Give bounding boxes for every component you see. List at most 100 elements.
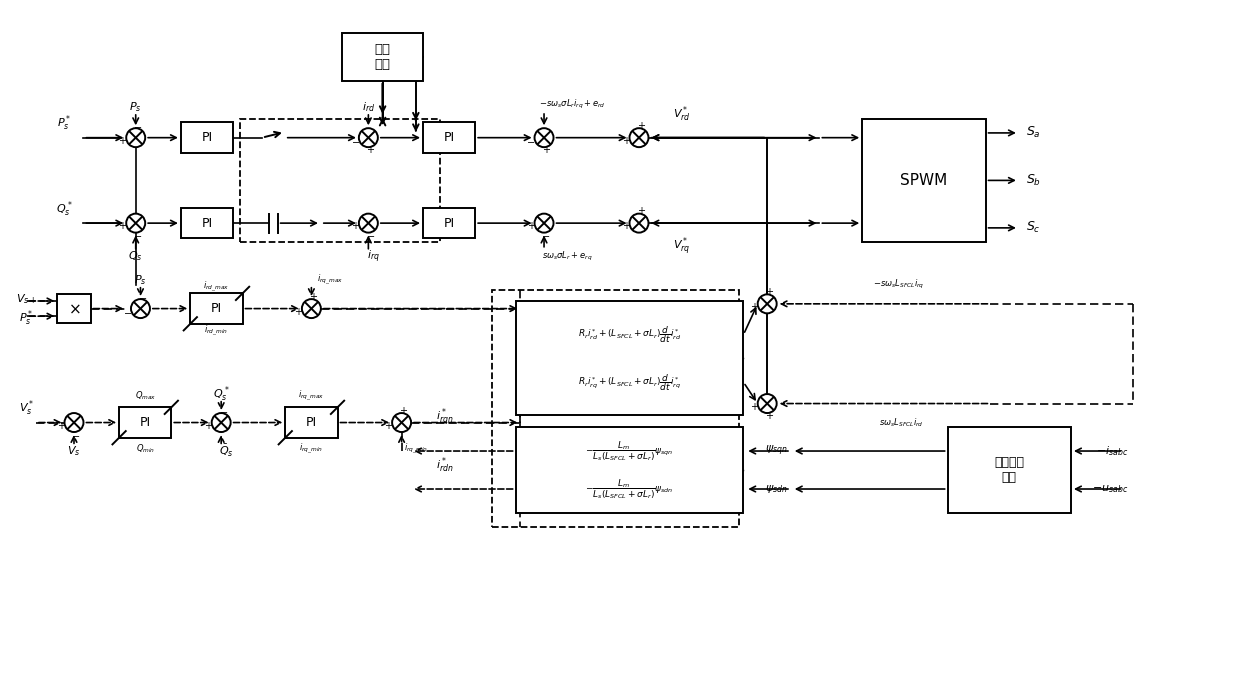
Text: $i_{rq\_min}$: $i_{rq\_min}$: [404, 442, 428, 456]
Bar: [119, 408, 171, 438]
Text: $S_b$: $S_b$: [1025, 173, 1040, 188]
Text: $P_s^*$: $P_s^*$: [57, 114, 72, 133]
Text: $-$: $-$: [138, 292, 146, 302]
Text: $-$: $-$: [218, 406, 228, 416]
Text: $Q_s^*$: $Q_s^*$: [56, 199, 73, 219]
Text: $Q_{min}$: $Q_{min}$: [135, 443, 155, 456]
Text: $-s\omega_sL_{SFCL}i_{rq}$: $-s\omega_sL_{SFCL}i_{rq}$: [873, 278, 924, 291]
Text: $-s\omega_s\sigma L_r i_{rq}+e_{rd}$: $-s\omega_s\sigma L_r i_{rq}+e_{rd}$: [539, 98, 606, 111]
Text: $S_c$: $S_c$: [1025, 220, 1040, 236]
Text: $V_{rq}^*$: $V_{rq}^*$: [673, 236, 691, 258]
Bar: [181, 208, 233, 238]
Bar: [57, 294, 91, 323]
Text: $P_s^*$: $P_s^*$: [19, 308, 33, 328]
Circle shape: [534, 214, 553, 233]
Text: +: +: [637, 121, 645, 131]
Bar: [862, 118, 986, 242]
Text: $P_s$: $P_s$: [129, 100, 143, 114]
Text: +: +: [750, 402, 758, 412]
Text: $-$: $-$: [123, 307, 131, 317]
Bar: [516, 301, 744, 416]
Circle shape: [758, 394, 776, 413]
Text: $-$: $-$: [542, 230, 551, 240]
Text: $\times$: $\times$: [68, 301, 81, 316]
Text: $i_{rd\_max}$: $i_{rd\_max}$: [203, 280, 229, 294]
Text: $V_{s+}$: $V_{s+}$: [16, 292, 37, 306]
Bar: [285, 408, 337, 438]
Text: $R_r i_{rd}^*+(L_{SFCL}+\sigma L_r)\dfrac{d}{dt}i_{rd}^*$: $R_r i_{rd}^*+(L_{SFCL}+\sigma L_r)\dfra…: [578, 324, 681, 345]
Text: $V_{rd}^*$: $V_{rd}^*$: [673, 104, 691, 124]
Text: $\bar{Q}_s$: $\bar{Q}_s$: [218, 443, 233, 459]
Circle shape: [358, 214, 378, 233]
Text: 自由磁链
观测: 自由磁链 观测: [994, 456, 1024, 484]
Circle shape: [630, 214, 649, 233]
Bar: [190, 293, 243, 324]
Bar: [342, 33, 423, 81]
Text: +: +: [366, 145, 374, 155]
Text: +: +: [119, 221, 126, 232]
Text: $-$: $-$: [133, 121, 143, 131]
Circle shape: [131, 299, 150, 318]
Text: PI: PI: [306, 416, 317, 429]
Text: +: +: [621, 221, 630, 232]
Circle shape: [212, 413, 231, 432]
Text: $S_a$: $S_a$: [1025, 125, 1040, 140]
Text: $Q_s$: $Q_s$: [129, 249, 143, 263]
Text: $i_{rqn}^*$: $i_{rqn}^*$: [435, 407, 453, 429]
Text: $-$: $-$: [72, 430, 81, 440]
Text: PI: PI: [444, 131, 455, 144]
Text: PI: PI: [140, 416, 151, 429]
Text: $-\dfrac{L_m}{L_s(L_{SFCL}+\sigma L_r)}\psi_{sdn}$: $-\dfrac{L_m}{L_s(L_{SFCL}+\sigma L_r)}\…: [585, 477, 673, 501]
Circle shape: [301, 299, 321, 318]
Circle shape: [534, 128, 553, 147]
Text: +: +: [765, 287, 773, 297]
Text: +: +: [384, 421, 392, 431]
Text: $-$: $-$: [366, 230, 374, 240]
Text: $\psi_{sdn}$: $\psi_{sdn}$: [765, 483, 789, 495]
Bar: [492, 290, 739, 527]
Text: +: +: [637, 206, 645, 216]
Text: $-$: $-$: [133, 230, 143, 240]
Text: $-$: $-$: [526, 136, 536, 146]
Bar: [181, 123, 233, 153]
Circle shape: [126, 128, 145, 147]
Circle shape: [358, 128, 378, 147]
Text: $s\omega_s\sigma L_r+e_{rq}$: $s\omega_s\sigma L_r+e_{rq}$: [542, 250, 593, 263]
Text: SPWM: SPWM: [900, 173, 947, 188]
Bar: [947, 427, 1071, 512]
Bar: [423, 123, 475, 153]
Text: $i_{rdn}^*$: $i_{rdn}^*$: [435, 456, 453, 475]
Text: +: +: [351, 221, 360, 232]
Text: $P_s$: $P_s$: [134, 274, 146, 287]
Text: $i_{rq}$: $i_{rq}$: [367, 248, 379, 265]
Text: +: +: [621, 136, 630, 146]
Text: 故障
检测: 故障 检测: [374, 43, 391, 71]
Text: +: +: [203, 421, 212, 431]
Text: $-u_{sabc}$: $-u_{sabc}$: [1091, 483, 1128, 495]
Bar: [516, 427, 744, 512]
Text: $i_{rq\_max}$: $i_{rq\_max}$: [317, 273, 343, 287]
Text: $Q_s^*$: $Q_s^*$: [213, 385, 229, 404]
Text: PI: PI: [444, 217, 455, 230]
Text: $i_{rq\_max}$: $i_{rq\_max}$: [299, 389, 325, 403]
Text: +: +: [765, 411, 773, 421]
Circle shape: [392, 413, 412, 432]
Text: PI: PI: [211, 302, 222, 315]
Text: +: +: [527, 221, 534, 232]
Text: +: +: [57, 421, 64, 431]
Text: $R_r i_{rq}^*+(L_{SFCL}+\sigma L_r)\dfrac{d}{dt}i_{rq}^*$: $R_r i_{rq}^*+(L_{SFCL}+\sigma L_r)\dfra…: [578, 372, 681, 393]
Bar: [423, 208, 475, 238]
Text: $-i_{sabc}$: $-i_{sabc}$: [1096, 444, 1128, 458]
Text: $i_{rd}$: $i_{rd}$: [362, 100, 374, 114]
Circle shape: [758, 294, 776, 313]
Text: +: +: [309, 292, 317, 302]
Text: $i_{rq\_min}$: $i_{rq\_min}$: [299, 442, 324, 456]
Text: PI: PI: [201, 131, 212, 144]
Text: +: +: [542, 145, 549, 155]
Text: $i_{rd\_min}$: $i_{rd\_min}$: [205, 323, 228, 338]
Text: $V_s$: $V_s$: [67, 444, 81, 458]
Circle shape: [64, 413, 83, 432]
Circle shape: [126, 214, 145, 233]
Text: PI: PI: [201, 217, 212, 230]
Text: $\psi_{sqn}$: $\psi_{sqn}$: [765, 444, 789, 458]
